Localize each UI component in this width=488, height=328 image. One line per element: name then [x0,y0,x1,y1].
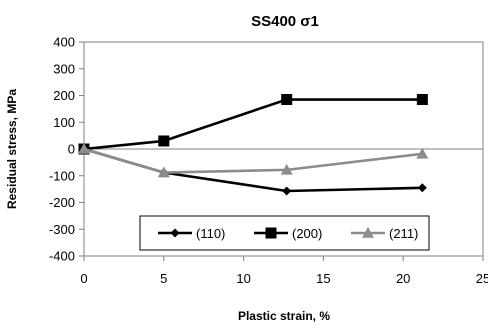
y-tick-label: 300 [53,61,75,76]
data-point [281,94,293,106]
legend-item: (110) [158,226,225,241]
data-point [282,186,292,196]
legend-marker [170,228,180,238]
y-tick-label: -100 [49,168,75,183]
x-axis: 0 5 10 15 20 25 [80,256,488,286]
data-point [280,163,293,175]
chart-title: SS400 σ1 [251,13,319,30]
y-tick-label: -300 [49,222,75,237]
legend-item: (211) [351,226,418,241]
x-tick-label: 20 [396,271,410,286]
data-point [416,94,428,106]
data-point [157,166,170,178]
y-axis-label: Residual stress, MPa [5,89,19,209]
legend: (110) (200) (211) [139,215,430,251]
data-point [416,147,429,159]
legend-item: (200) [254,226,322,241]
x-tick-label: 5 [160,271,167,286]
series-line [83,98,423,151]
y-axis: 400 300 200 100 0 -100 -200 -300 -400 [49,35,483,264]
legend-label: (110) [196,226,225,241]
x-tick-label: 25 [476,271,488,286]
series-line [83,147,423,174]
data-point [417,183,427,193]
legend-label: (200) [292,226,322,241]
series-layer [78,94,429,196]
legend-label: (211) [389,226,418,241]
y-tick-label: 200 [53,88,75,103]
legend-marker [362,227,374,238]
x-tick-label: 15 [316,271,330,286]
data-point [158,135,170,147]
legend-marker [265,227,277,239]
x-tick-label: 0 [80,271,87,286]
x-axis-label: Plastic strain, % [238,309,330,323]
series-2 [78,143,429,178]
data-point [78,143,90,154]
x-tick-label: 10 [236,271,250,286]
y-tick-label: -400 [49,249,75,264]
y-tick-label: -200 [49,195,75,210]
y-tick-label: 100 [53,115,75,130]
y-tick-label: 400 [53,35,75,50]
y-tick-label: 0 [68,142,75,157]
